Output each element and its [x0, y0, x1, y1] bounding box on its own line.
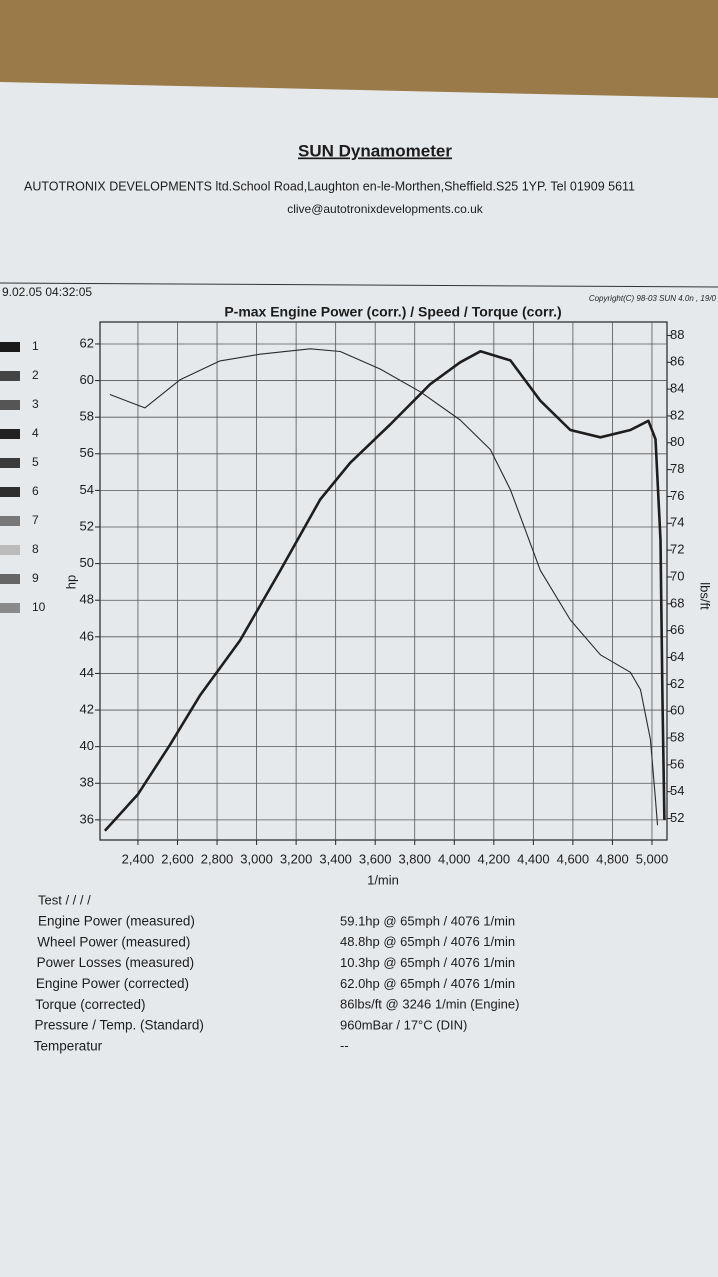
y-tick-label: 56	[80, 445, 94, 460]
y2-tick-label: 70	[670, 568, 684, 583]
y2-tick-label: 56	[670, 756, 684, 771]
x-tick-label: 4,400	[517, 851, 550, 866]
y2-tick-label: 58	[670, 729, 684, 744]
y2-tick-label: 86	[670, 354, 684, 369]
legend-label: 4	[32, 426, 39, 440]
legend-label: 7	[32, 513, 39, 527]
x-tick-label: 2,400	[122, 851, 155, 866]
result-value: 59.1hp @ 65mph / 4076 1/min	[340, 913, 515, 928]
y2-tick-label: 80	[670, 434, 684, 449]
y2-tick-label: 84	[670, 381, 684, 396]
y2-tick-label: 82	[670, 407, 684, 422]
result-label: Wheel Power (measured)	[37, 934, 190, 949]
legend-label: 5	[32, 455, 39, 469]
y-tick-label: 38	[80, 775, 94, 790]
data-line	[103, 349, 666, 832]
x-tick-label: 4,600	[557, 851, 590, 866]
y-tick-label: 40	[80, 738, 94, 753]
y2-tick-label: 64	[670, 649, 684, 664]
x-axis-label: 1/min	[367, 872, 399, 887]
legend-label: 8	[32, 542, 39, 556]
y2-tick-label: 54	[670, 783, 684, 798]
legend-swatch	[0, 400, 20, 410]
legend-swatch	[0, 516, 20, 526]
x-tick-label: 3,200	[280, 851, 313, 866]
y-tick-label: 44	[80, 665, 94, 680]
table-surface	[0, 0, 718, 98]
legend-label: 2	[32, 368, 39, 382]
result-value: 10.3hp @ 65mph / 4076 1/min	[340, 955, 515, 970]
result-value: 86lbs/ft @ 3246 1/min (Engine)	[340, 997, 519, 1012]
y-tick-label: 48	[80, 592, 94, 607]
data-line	[109, 348, 659, 826]
print-date: 9.02.05 04:32:05	[2, 285, 92, 299]
legend-swatch	[0, 603, 20, 613]
result-label: Pressure / Temp. (Standard)	[35, 1018, 204, 1033]
y-tick-label: 42	[80, 701, 94, 716]
x-tick-label: 4,000	[438, 851, 471, 866]
y-tick-label: 60	[80, 372, 94, 387]
legend-label: 6	[32, 484, 39, 498]
legend-label: 9	[32, 571, 39, 585]
x-tick-label: 2,600	[161, 851, 194, 866]
legend-swatch	[0, 574, 20, 584]
result-label: Engine Power (measured)	[38, 914, 195, 929]
separator	[0, 282, 718, 288]
header-email: clive@autotronixdevelopments.co.uk	[287, 202, 484, 216]
y2-tick-label: 68	[670, 595, 684, 610]
y2-tick-label: 72	[670, 542, 684, 557]
legend-swatch	[0, 487, 20, 497]
y-tick-label: 58	[80, 409, 94, 424]
x-tick-label: 4,200	[478, 851, 511, 866]
y2-tick-label: 52	[670, 810, 684, 825]
copyright: Copyright(C) 98-03 SUN 4.0n , 19/0	[589, 294, 717, 303]
legend-swatch	[0, 371, 20, 381]
legend-label: 3	[32, 397, 39, 411]
y2-tick-label: 62	[670, 676, 684, 691]
result-value: 960mBar / 17°C (DIN)	[340, 1017, 467, 1032]
result-label: Temperatur	[34, 1038, 103, 1053]
y2-tick-label: 74	[670, 515, 684, 530]
x-tick-label: 4,800	[596, 851, 629, 866]
y-tick-label: 62	[80, 335, 94, 350]
x-tick-label: 5,000	[636, 851, 669, 866]
legend-swatch	[0, 545, 20, 555]
y2-axis-label: lbs/ft	[698, 582, 713, 610]
test-label: Test / / / /	[38, 892, 91, 907]
y-tick-label: 36	[80, 811, 94, 826]
y-tick-label: 54	[80, 482, 94, 497]
legend-swatch	[0, 342, 20, 352]
y-tick-label: 52	[80, 518, 94, 533]
result-label: Engine Power (corrected)	[36, 976, 189, 991]
y-axis-label: hp	[63, 575, 78, 589]
x-tick-label: 2,800	[201, 851, 234, 866]
x-tick-label: 3,400	[319, 851, 352, 866]
plot-frame	[99, 321, 668, 841]
result-value: 62.0hp @ 65mph / 4076 1/min	[340, 976, 515, 991]
x-tick-label: 3,000	[240, 851, 273, 866]
header-address: AUTOTRONIX DEVELOPMENTS ltd.School Road,…	[24, 179, 635, 193]
y2-tick-label: 88	[670, 327, 684, 342]
result-value: 48.8hp @ 65mph / 4076 1/min	[340, 934, 515, 949]
chart-title: P-max Engine Power (corr.) / Speed / Tor…	[224, 304, 561, 320]
header-title: SUN Dynamometer	[298, 141, 452, 160]
y-tick-label: 50	[80, 555, 94, 570]
result-label: Power Losses (measured)	[37, 955, 195, 970]
x-tick-label: 3,800	[398, 851, 431, 866]
y2-tick-label: 78	[670, 461, 684, 476]
legend-swatch	[0, 429, 20, 439]
legend-swatch	[0, 458, 20, 468]
y2-tick-label: 60	[670, 703, 684, 718]
y2-tick-label: 76	[670, 488, 684, 503]
y2-tick-label: 66	[670, 622, 684, 637]
x-tick-label: 3,600	[359, 851, 392, 866]
legend-label: 10	[32, 600, 46, 614]
result-value: --	[340, 1038, 349, 1053]
legend-label: 1	[32, 339, 39, 353]
result-label: Torque (corrected)	[35, 997, 145, 1012]
y-tick-label: 46	[80, 628, 94, 643]
